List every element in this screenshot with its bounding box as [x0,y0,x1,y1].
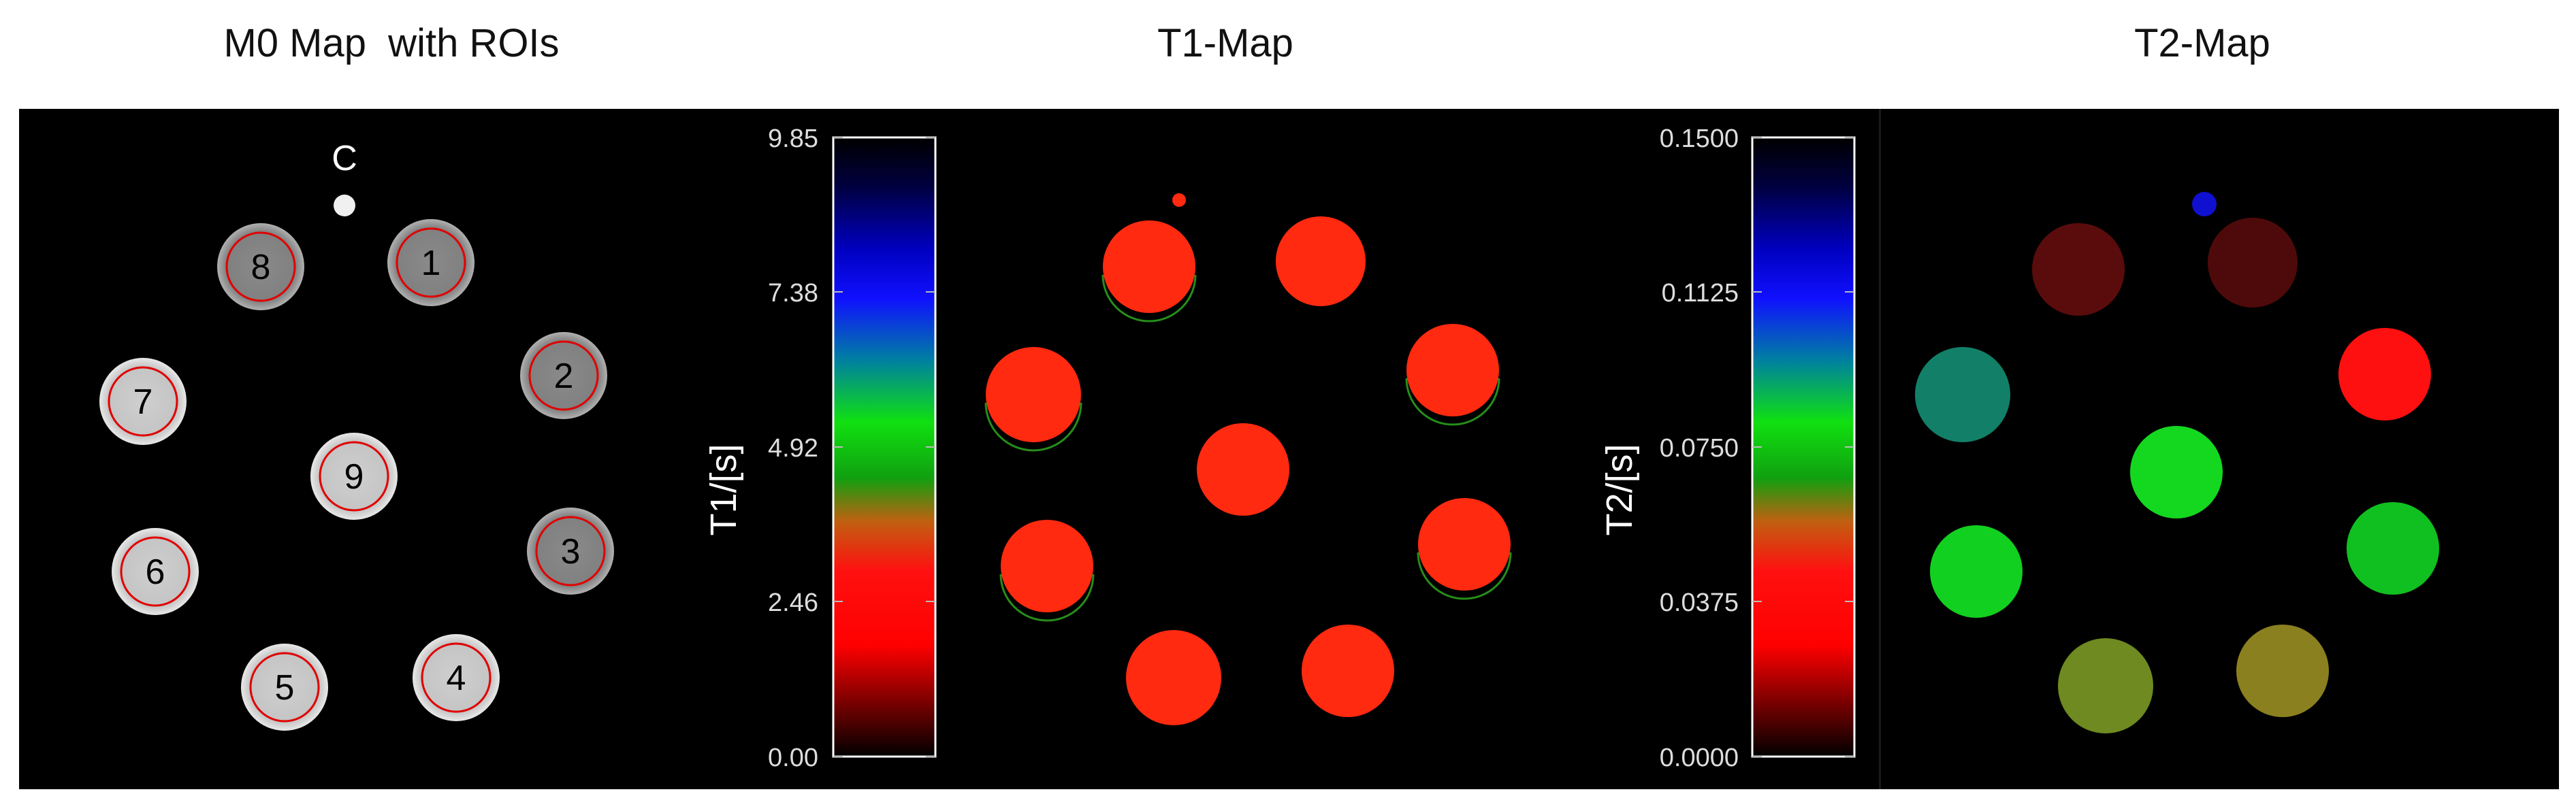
t2-tick-label: 0.0375 [1660,589,1739,617]
t2-map-title: T2-Map [2134,21,2270,65]
t2-spot [1930,525,2023,618]
t2-spot [2347,502,2439,595]
t1-spot [1302,625,1394,717]
t2-tick-label: 0.1500 [1660,125,1739,153]
t1-colorbar: T1/[s] 9.85 7.38 4.92 2.46 0.00 [703,125,937,772]
t1-spot [1276,216,1366,306]
t2-colorbar: T2/[s] 0.1500 0.1125 0.0750 0.0375 0.000… [1599,125,1856,772]
m0-map-panel: C 1 2 3 4 5 6 [19,109,664,789]
t1-axis-label: T1/[s] [703,444,744,535]
m0-map-image: C 1 2 3 4 5 6 [99,139,614,731]
roi-1: 1 [387,219,474,306]
t2-colorbar-panel: T2/[s] 0.1500 0.1125 0.0750 0.0375 0.000… [1588,109,1879,789]
svg-text:1: 1 [421,244,441,283]
svg-text:2: 2 [554,357,574,396]
roi-9: 9 [310,433,398,520]
svg-text:8: 8 [251,248,271,287]
t1-spot [1103,220,1195,313]
t2-tick-label: 0.0000 [1660,744,1739,772]
t2-tick-label: 0.1125 [1662,279,1739,308]
roi-8: 8 [217,223,304,310]
t1-map-title: T1-Map [1157,21,1293,65]
t1-spot [986,347,1081,442]
t2-spot [2208,218,2298,308]
t2-map-image [1915,192,2439,733]
t2-spot [2236,625,2329,717]
t2-tick-label: 0.0750 [1660,434,1739,463]
roi-7: 7 [99,358,187,445]
t1-tick-label: 4.92 [768,434,818,463]
t1-tick-label: 2.46 [768,589,818,617]
roi-2: 2 [520,332,607,419]
roi-6: 6 [112,528,199,615]
svg-text:7: 7 [133,382,153,422]
t1-spot [1126,630,1221,725]
svg-text:9: 9 [344,457,364,497]
control-spot [334,195,355,216]
t1-map-image [984,193,1512,725]
t1-tick-label: 7.38 [768,279,818,308]
svg-text:5: 5 [275,668,295,708]
roi-4: 4 [413,634,500,721]
t2-control-spot [2192,192,2217,216]
t1-spot [1418,498,1511,591]
roi-3: 3 [527,508,614,595]
t2-spot [2058,638,2153,733]
t1-control-spot [1172,193,1186,207]
svg-text:4: 4 [447,659,466,698]
t1-spot [1001,520,1093,612]
m0-map-title: M0 Map with ROIs [223,21,560,65]
t1-tick-label: 0.00 [768,744,818,772]
roi-5: 5 [241,644,328,731]
svg-text:3: 3 [561,532,581,572]
t2-spot [1915,347,2010,442]
t2-map-panel [1879,109,2559,789]
t1-spot [1406,324,1499,416]
t1-map-panel [957,109,1588,789]
t2-spot [2338,328,2431,420]
control-label: C [332,139,357,178]
t2-spot [2130,426,2223,518]
t1-colorbar-panel: T1/[s] 9.85 7.38 4.92 2.46 0.00 [664,109,957,789]
t1-spot [1197,423,1289,516]
t1-tick-label: 9.85 [768,125,818,153]
svg-text:6: 6 [146,552,165,592]
t2-axis-label: T2/[s] [1599,444,1640,535]
t2-spot [2032,223,2125,316]
